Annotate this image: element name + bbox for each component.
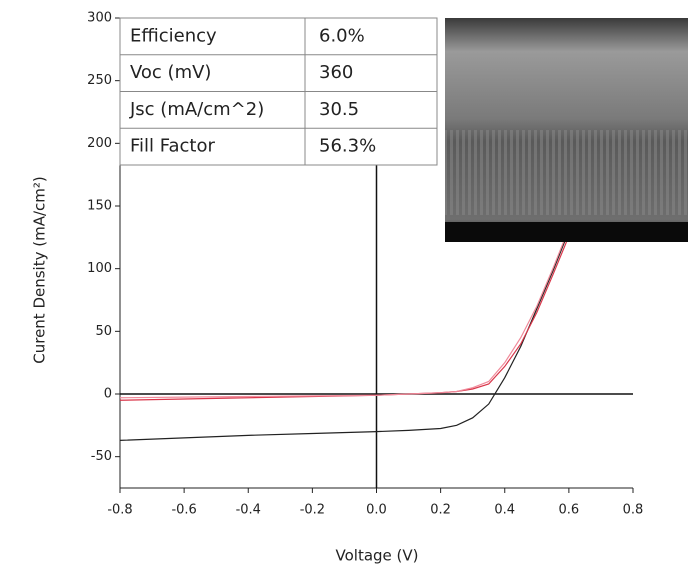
series-line xyxy=(119,228,570,399)
table-label: Efficiency xyxy=(130,25,217,46)
y-tick-label: 0 xyxy=(104,387,112,402)
inset-image xyxy=(445,18,688,242)
x-tick-label: 0.6 xyxy=(559,503,580,518)
y-tick-label: 250 xyxy=(87,73,112,88)
x-tick-label: -0.2 xyxy=(300,503,325,518)
y-tick-label: 150 xyxy=(87,199,112,214)
y-axis-title: Curent Density (mA/cm²) xyxy=(31,176,49,364)
series-line xyxy=(119,235,570,401)
x-axis-title: Voltage (V) xyxy=(336,547,419,565)
table-value: 30.5 xyxy=(319,99,359,120)
inset-footer xyxy=(445,222,688,242)
x-tick-label: 0.0 xyxy=(366,503,387,518)
x-tick-label: 0.4 xyxy=(494,503,515,518)
table-value: 6.0% xyxy=(319,25,365,46)
x-tick-label: -0.8 xyxy=(107,503,132,518)
table-label: Fill Factor xyxy=(130,136,215,157)
inset-columns xyxy=(445,130,688,215)
table-value: 360 xyxy=(319,62,353,83)
results-table: Efficiency 6.0% Voc (mV) 360 Jsc (mA/cm^2) 30… xyxy=(119,17,438,166)
table-label: Voc (mV) xyxy=(130,62,211,83)
y-tick-label: 50 xyxy=(95,324,112,339)
x-tick-label: 0.8 xyxy=(623,503,644,518)
x-tick-label: -0.6 xyxy=(171,503,196,518)
series-line xyxy=(119,230,570,441)
table-label: Jsc (mA/cm^2) xyxy=(129,99,264,120)
y-tick-label: 100 xyxy=(87,261,112,276)
y-tick-label: 200 xyxy=(87,136,112,151)
y-tick-label: 300 xyxy=(87,11,112,26)
y-tick-label: -50 xyxy=(91,449,112,464)
x-tick-label: -0.4 xyxy=(236,503,261,518)
x-tick-label: 0.2 xyxy=(430,503,451,518)
table-value: 56.3% xyxy=(319,136,376,157)
